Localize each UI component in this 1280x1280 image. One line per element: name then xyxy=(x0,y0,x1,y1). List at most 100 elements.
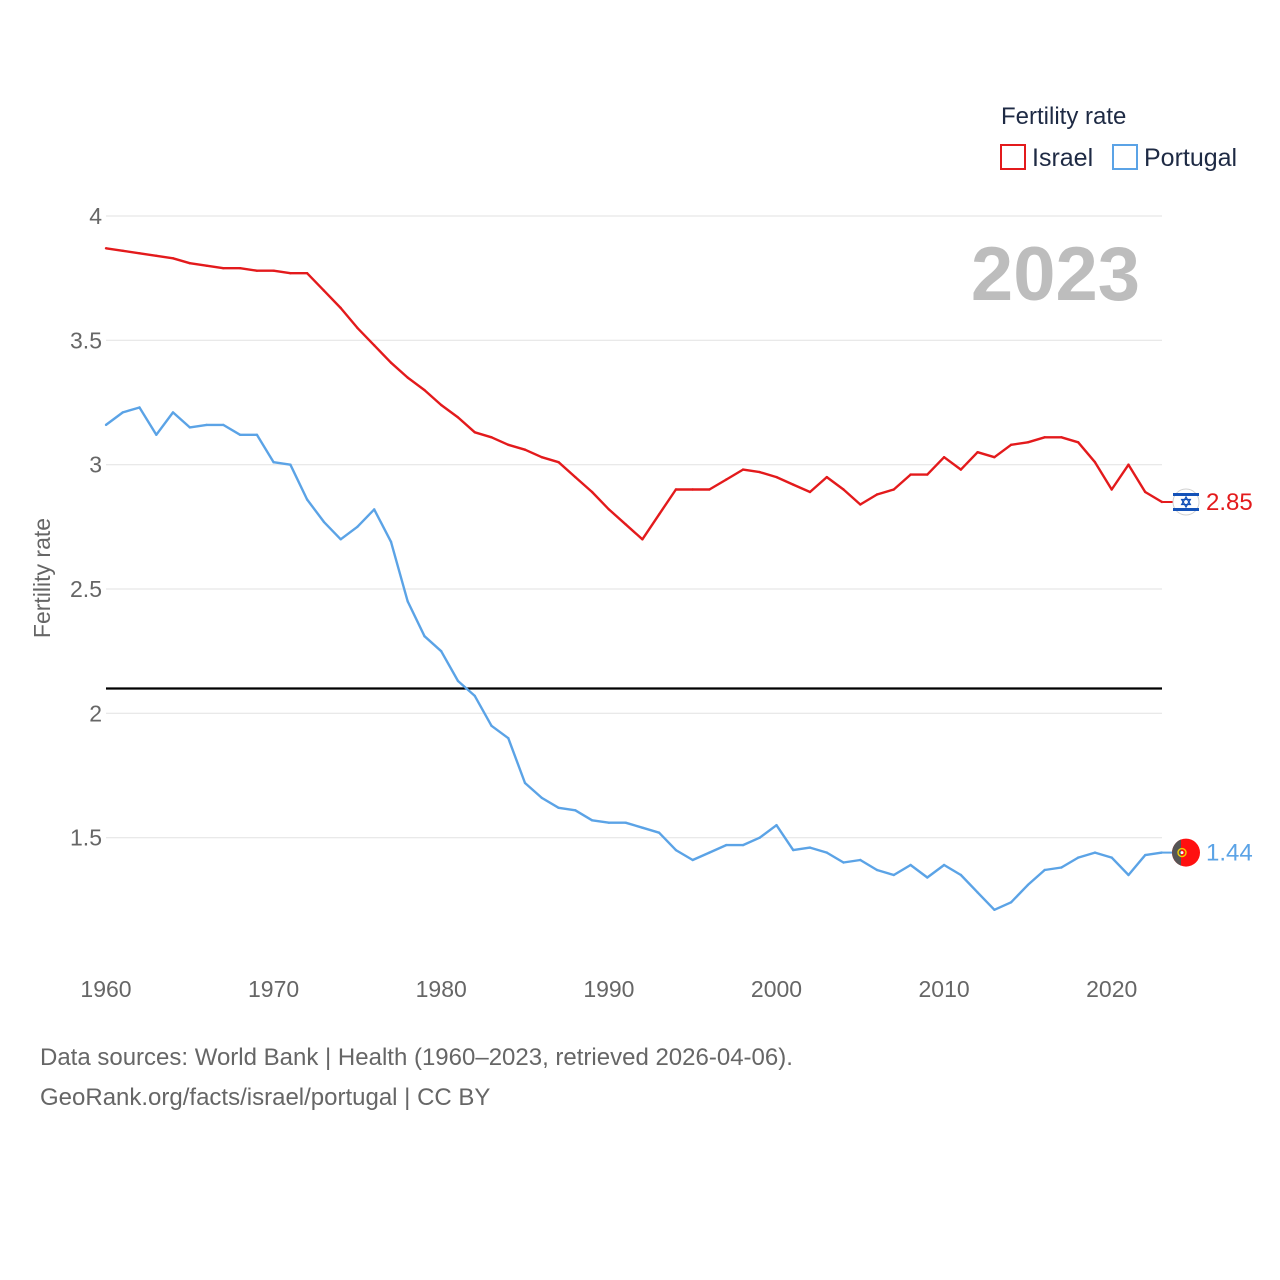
data-point-israel xyxy=(657,513,661,516)
data-point-portugal xyxy=(959,873,963,877)
data-point-israel xyxy=(792,483,795,486)
data-point-israel xyxy=(305,272,309,275)
data-point-israel xyxy=(1160,500,1164,504)
data-point-portugal xyxy=(1026,883,1030,887)
data-point-israel xyxy=(473,431,476,434)
data-point-israel xyxy=(238,267,242,270)
data-point-israel xyxy=(926,473,929,476)
legend-item-israel[interactable]: Israel xyxy=(1000,144,1093,172)
data-point-portugal xyxy=(389,540,393,543)
data-point-portugal xyxy=(926,876,929,879)
data-point-israel xyxy=(892,488,895,491)
data-point-israel xyxy=(942,456,946,459)
y-tick-label: 2 xyxy=(89,700,102,726)
data-point-israel xyxy=(406,376,409,379)
data-point-israel xyxy=(725,478,728,481)
data-point-portugal xyxy=(641,826,644,829)
data-point-portugal xyxy=(155,433,158,436)
data-point-israel xyxy=(993,456,996,459)
data-point-portugal xyxy=(657,831,661,834)
legend-label-israel: Israel xyxy=(1032,144,1093,172)
data-point-portugal xyxy=(892,873,895,877)
data-point-portugal xyxy=(557,806,560,809)
portugal-flag-icon xyxy=(1172,838,1200,867)
end-marker-israel: 2.85 xyxy=(1163,488,1253,516)
data-point-portugal xyxy=(1060,866,1063,869)
data-point-israel xyxy=(641,538,644,541)
data-point-portugal xyxy=(490,724,493,727)
data-point-israel xyxy=(574,475,577,479)
data-point-israel xyxy=(373,344,376,347)
legend-swatch-israel xyxy=(1000,144,1026,170)
data-point-portugal xyxy=(1110,856,1113,859)
legend-item-portugal[interactable]: Portugal xyxy=(1112,144,1237,172)
data-point-israel xyxy=(808,490,812,494)
data-point-israel xyxy=(741,468,745,471)
series-line-portugal xyxy=(105,406,1163,911)
data-point-portugal xyxy=(523,781,527,785)
legend-label-portugal: Portugal xyxy=(1144,144,1237,172)
data-point-israel xyxy=(171,257,175,260)
data-point-israel xyxy=(674,488,678,491)
data-point-portugal xyxy=(322,520,326,524)
data-point-portugal xyxy=(1093,851,1097,854)
data-point-portugal xyxy=(1127,873,1130,877)
data-point-israel xyxy=(691,488,694,491)
data-point-portugal xyxy=(859,858,862,862)
data-point-israel xyxy=(1127,463,1130,466)
data-point-israel xyxy=(875,493,879,496)
y-tick-label: 3 xyxy=(89,452,102,478)
data-point-portugal xyxy=(423,635,426,638)
data-point-israel xyxy=(557,461,560,464)
legend-swatch-portugal xyxy=(1112,144,1138,170)
data-point-israel xyxy=(389,361,393,364)
data-point-portugal xyxy=(121,411,125,414)
source-line: Data sources: World Bank | Health (1960–… xyxy=(40,1044,793,1071)
data-point-portugal xyxy=(875,868,879,872)
data-point-israel xyxy=(909,473,912,476)
data-point-portugal xyxy=(741,843,745,847)
data-point-israel xyxy=(205,264,208,267)
data-point-israel xyxy=(289,272,292,275)
data-point-israel xyxy=(222,267,225,270)
data-point-israel xyxy=(624,523,627,526)
source-url: GeoRank.org/facts/israel/portugal | CC B… xyxy=(40,1084,491,1111)
data-point-portugal xyxy=(356,525,359,528)
data-point-portugal xyxy=(708,851,711,854)
data-point-portugal xyxy=(993,908,996,911)
data-point-portugal xyxy=(842,861,845,864)
data-point-israel xyxy=(104,247,108,250)
data-point-portugal xyxy=(1043,868,1046,872)
data-point-portugal xyxy=(507,737,510,740)
data-point-israel xyxy=(590,490,594,494)
x-tick-label: 2010 xyxy=(919,976,970,1002)
x-tick-label: 2020 xyxy=(1086,976,1137,1002)
y-tick-label: 1.5 xyxy=(70,825,102,851)
data-point-portugal xyxy=(1160,851,1164,854)
data-point-portugal xyxy=(624,821,627,824)
data-point-portugal xyxy=(607,821,611,824)
data-point-portugal xyxy=(691,858,694,862)
data-point-israel xyxy=(138,252,141,255)
data-point-israel xyxy=(758,470,761,474)
data-point-portugal xyxy=(188,426,191,429)
y-tick-label: 4 xyxy=(89,203,102,229)
data-point-israel xyxy=(155,254,158,257)
data-point-israel xyxy=(708,488,711,491)
data-point-israel xyxy=(272,269,275,272)
x-tick-label: 1960 xyxy=(80,976,131,1002)
data-point-portugal xyxy=(1009,901,1013,904)
data-point-portugal xyxy=(339,538,342,541)
data-point-israel xyxy=(1043,436,1046,439)
data-point-portugal xyxy=(775,824,778,827)
x-tick-label: 2000 xyxy=(751,976,802,1002)
data-point-portugal xyxy=(272,461,275,464)
end-label-israel: 2.85 xyxy=(1206,489,1253,516)
end-label-portugal: 1.44 xyxy=(1206,840,1253,867)
data-point-portugal xyxy=(725,843,728,847)
data-point-portugal xyxy=(792,848,795,852)
data-point-israel xyxy=(523,448,527,451)
y-tick-label: 3.5 xyxy=(70,327,102,353)
x-tick-label: 1990 xyxy=(583,976,634,1002)
data-point-portugal xyxy=(674,848,678,852)
